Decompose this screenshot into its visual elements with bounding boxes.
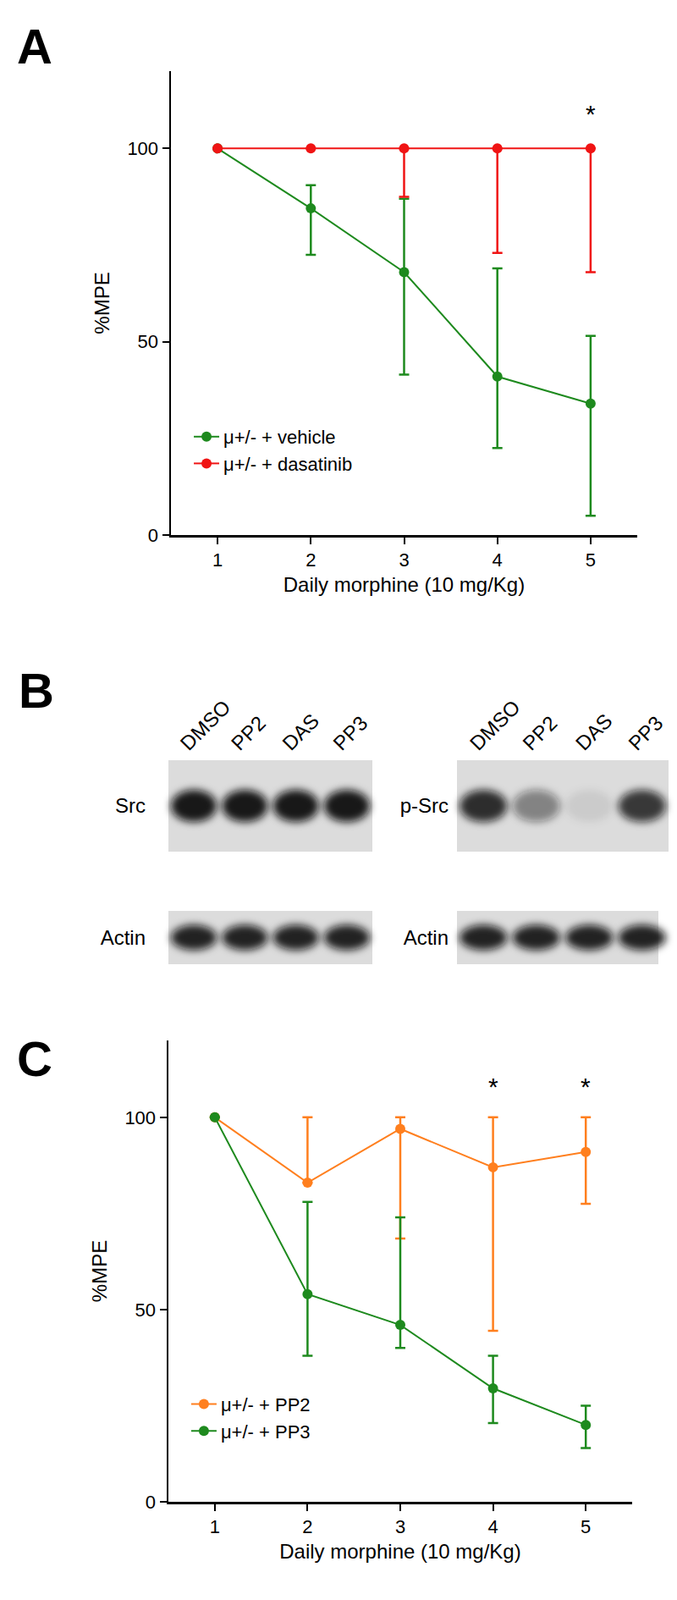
svg-text:2: 2 [302,1515,313,1537]
svg-text:100: 100 [126,137,159,160]
svg-text:100: 100 [124,1106,156,1129]
svg-text:PP3: PP3 [623,710,667,755]
svg-text:DMSO: DMSO [465,695,525,755]
svg-text:*: * [488,1072,499,1101]
svg-text:5: 5 [580,1515,591,1537]
svg-text:*: * [585,99,596,128]
svg-text:A: A [16,18,53,74]
svg-text:Actin: Actin [100,925,146,949]
svg-text:p-Src: p-Src [400,793,449,817]
svg-text:0: 0 [145,1491,156,1513]
svg-text:B: B [18,662,55,718]
svg-text:1: 1 [212,549,223,571]
svg-text:C: C [16,1030,53,1086]
svg-text:5: 5 [585,549,596,571]
svg-text:*: * [580,1072,591,1101]
svg-text:3: 3 [398,549,409,571]
svg-text:%MPE: %MPE [88,1239,111,1302]
svg-text:%MPE: %MPE [90,271,114,334]
svg-text:4: 4 [487,1515,498,1537]
svg-text:3: 3 [395,1515,406,1537]
svg-text:Src: Src [115,793,146,817]
svg-text:50: 50 [135,1298,156,1321]
svg-text:Daily morphine (10 mg/Kg): Daily morphine (10 mg/Kg) [283,572,525,596]
svg-text:1: 1 [209,1515,221,1537]
svg-text:Daily morphine (10 mg/Kg): Daily morphine (10 mg/Kg) [279,1539,521,1563]
svg-text:0: 0 [148,524,159,546]
svg-text:2: 2 [305,549,316,571]
svg-text:PP3: PP3 [328,710,372,755]
svg-text:50: 50 [137,330,159,353]
svg-text:DAS: DAS [571,709,617,755]
svg-text:Actin: Actin [403,925,449,949]
svg-text:μ+/- + PP2: μ+/- + PP2 [220,1393,311,1415]
svg-text:μ+/- + dasatinib: μ+/- + dasatinib [223,453,353,475]
svg-text:DMSO: DMSO [176,695,236,755]
svg-text:PP2: PP2 [517,710,562,755]
svg-text:PP2: PP2 [226,710,270,755]
svg-text:μ+/- + PP3: μ+/- + PP3 [220,1420,311,1443]
svg-text:4: 4 [492,549,503,571]
svg-text:μ+/- + vehicle: μ+/- + vehicle [223,426,336,448]
svg-text:DAS: DAS [277,709,324,755]
